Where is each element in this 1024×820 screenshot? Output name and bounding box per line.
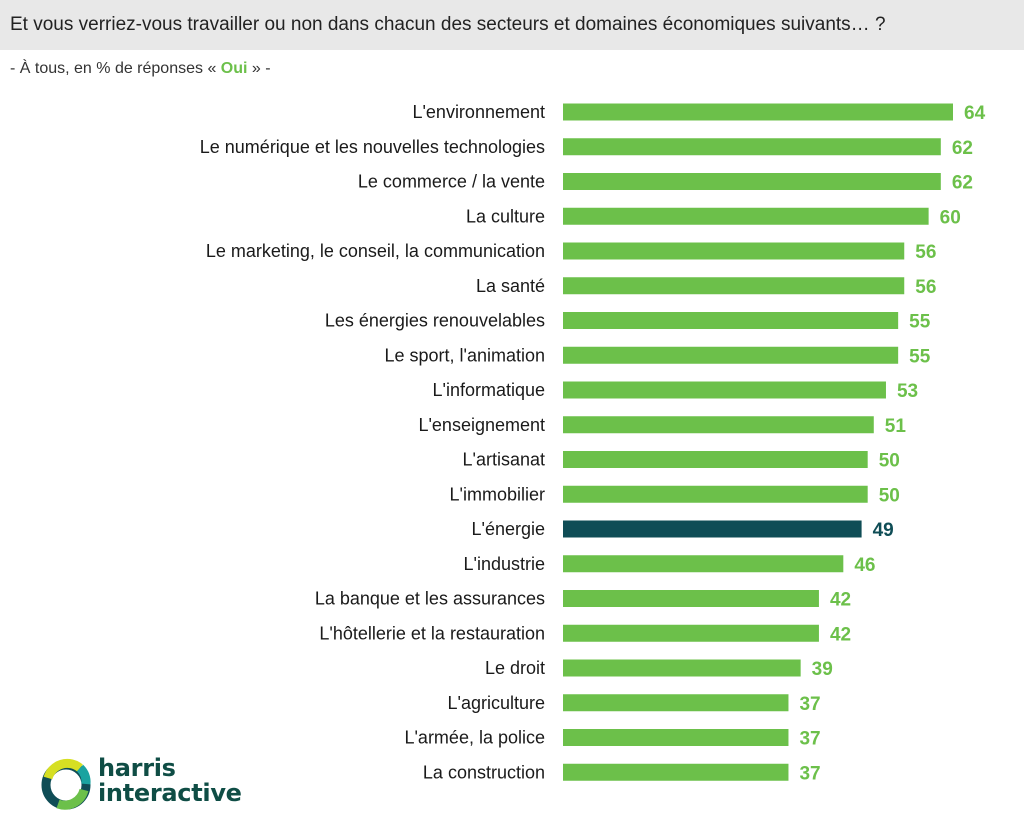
bar-le-commerce-la-vente [563,173,941,190]
title-bar: Et vous verriez-vous travailler ou non d… [0,0,1024,50]
value-label-les-energies-renouvelables: 55 [909,312,931,333]
value-label-l-energie: 49 [873,520,894,541]
bar-l-immobilier [563,485,868,503]
category-label-l-agriculture: L'agriculture [448,693,546,713]
bar-l-environnement [563,103,953,121]
bar-la-construction [563,763,789,781]
bar-l-armee-la-police [563,729,789,746]
value-label-la-construction: 37 [799,763,820,784]
category-label-la-culture: La culture [466,206,545,226]
bar-le-numerique-et-les-nouvelles-technologies [563,138,941,156]
value-label-l-industrie: 46 [854,555,875,576]
value-label-l-immobilier: 50 [879,485,900,506]
value-label-l-armee-la-police: 37 [799,729,820,750]
bar-la-sante [563,277,905,295]
value-label-l-agriculture: 37 [799,694,820,715]
category-label-l-energie: L'énergie [472,519,546,539]
category-label-le-commerce-la-vente: Le commerce / la vente [358,172,545,192]
value-label-le-droit: 39 [812,659,833,680]
value-label-l-hotellerie-et-la-restauration: 42 [830,624,851,645]
value-label-le-commerce-la-vente: 62 [952,173,973,194]
category-label-le-numerique-et-les-nouvelles-technologies: Le numérique et les nouvelles technologi… [200,137,545,157]
harris-interactive-logo: harris interactive [40,756,260,814]
bar-l-industrie [563,555,844,573]
value-label-le-sport-l-animation: 55 [909,346,931,367]
chart-title: Et vous verriez-vous travailler ou non d… [10,14,886,35]
bar-la-banque-et-les-assurances [563,590,819,607]
subtitle-highlight: Oui [220,60,248,77]
bar-l-energie [563,520,862,538]
bar-l-hotellerie-et-la-restauration [563,624,819,642]
bar-l-informatique [563,381,886,399]
category-label-l-armee-la-police: L'armée, la police [404,728,545,748]
category-label-la-sante: La santé [476,276,545,296]
value-label-la-sante: 56 [915,277,936,298]
category-label-l-environnement: L'environnement [412,102,545,122]
value-label-l-artisanat: 50 [879,451,900,472]
subtitle-suffix: » - [247,60,271,77]
bar-les-energies-renouvelables [563,312,899,329]
bar-le-sport-l-animation [563,346,899,364]
category-label-la-construction: La construction [423,762,545,782]
category-label-le-sport-l-animation: Le sport, l'animation [384,345,545,365]
bar-l-enseignement [563,416,874,434]
bar-l-agriculture [563,694,789,712]
value-label-l-enseignement: 51 [885,416,907,437]
logo-line-2: interactive [98,779,242,807]
logo-line-1: harris [98,754,176,782]
value-label-le-numerique-et-les-nouvelles-technologies: 62 [952,138,973,159]
value-label-l-environnement: 64 [964,103,986,124]
bar-le-marketing-le-conseil-la-communication [563,242,905,260]
logo-text: harris interactive [98,756,242,806]
category-label-l-artisanat: L'artisanat [463,450,546,470]
value-label-le-marketing-le-conseil-la-communication: 56 [915,242,936,263]
category-label-l-enseignement: L'enseignement [418,415,545,435]
category-label-l-informatique: L'informatique [433,380,546,400]
logo-ring-icon [41,758,91,810]
category-label-la-banque-et-les-assurances: La banque et les assurances [315,589,545,609]
bar-la-culture [563,207,929,225]
value-label-la-banque-et-les-assurances: 42 [830,590,851,611]
chart-subtitle: - À tous, en % de réponses « Oui » - [10,60,271,78]
category-label-les-energies-renouvelables: Les énergies renouvelables [325,311,545,331]
bar-le-droit [563,659,801,677]
category-label-l-industrie: L'industrie [464,554,545,574]
subtitle-prefix: - À tous, en % de réponses « [10,60,221,77]
category-label-le-droit: Le droit [485,658,545,678]
value-label-la-culture: 60 [940,207,961,228]
category-label-l-hotellerie-et-la-restauration: L'hôtellerie et la restauration [319,623,545,643]
value-label-l-informatique: 53 [897,381,918,402]
category-label-l-immobilier: L'immobilier [450,484,545,504]
bar-l-artisanat [563,451,868,468]
category-label-le-marketing-le-conseil-la-communication: Le marketing, le conseil, la communicati… [206,241,545,261]
